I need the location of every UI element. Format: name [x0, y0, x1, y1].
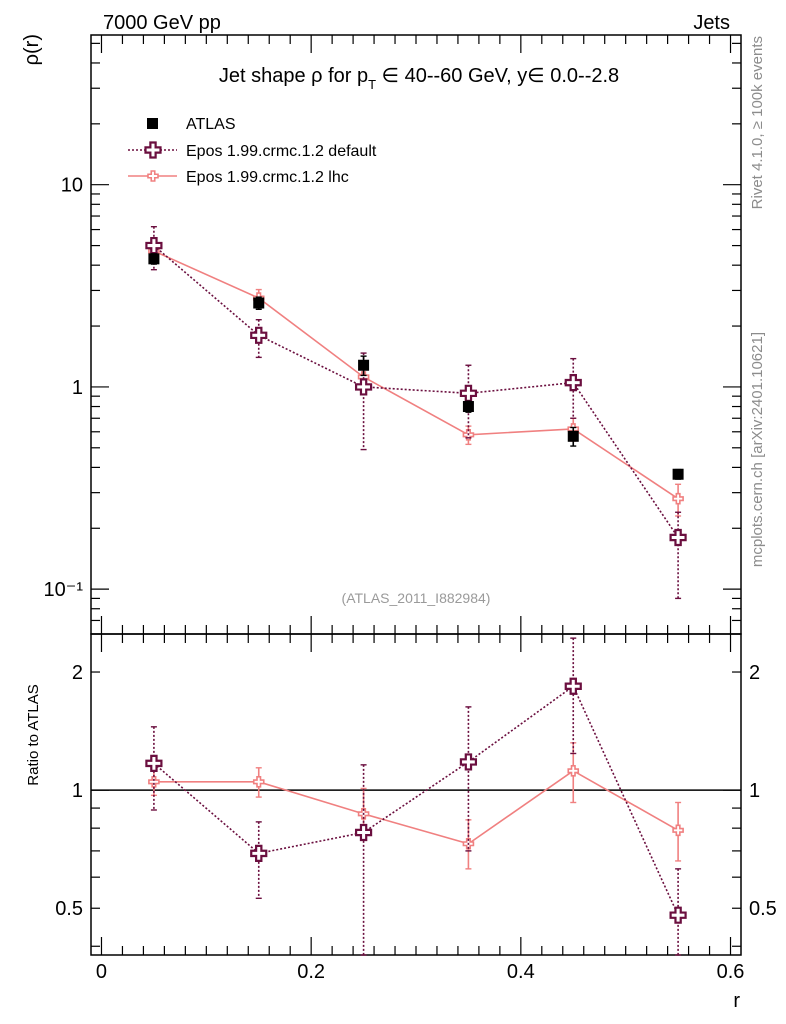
ratio-y-axis-label: Ratio to ATLAS: [25, 684, 42, 785]
main-point-atlas: [253, 297, 265, 309]
ratio-ytick-label: 2: [72, 662, 83, 684]
ratio-ytick-label-right: 0.5: [749, 898, 777, 920]
ratio-point-default: [354, 823, 373, 842]
main-point-atlas: [567, 430, 579, 442]
legend: ATLAS Epos 1.99.crmc.1.2 default Epos 1.…: [128, 116, 377, 186]
main-point-default: [354, 378, 373, 396]
ratio-point-default: [145, 754, 163, 772]
header-category-label: Jets: [693, 12, 730, 34]
main-point-atlas: [672, 468, 684, 480]
main-point-default: [145, 236, 163, 255]
main-point-default: [669, 528, 687, 547]
ratio-ytick-label: 0.5: [55, 898, 83, 920]
ratio-ytick-label-right: 2: [749, 662, 760, 684]
ratio-point-default: [564, 677, 582, 695]
mcplots-source-label: mcplots.cern.ch [arXiv:2401.10621]: [749, 332, 766, 567]
ratio-frame: [90, 633, 742, 956]
main-point-default: [250, 326, 268, 344]
main-ytick-label: 10⁻¹: [44, 579, 84, 601]
main-point-atlas: [462, 401, 474, 413]
main-line-lhc: [153, 250, 679, 500]
xtick-label: 0: [96, 961, 107, 983]
legend-marker-lhc-shape: [147, 170, 159, 182]
title-subscript: T: [368, 77, 376, 92]
main-point-default: [459, 384, 478, 402]
main-point-lhc: [672, 492, 684, 505]
ratio-point-default: [250, 844, 268, 862]
rivet-version-label: Rivet 4.1.0, ≥ 100k events: [749, 36, 766, 209]
ratio-line-lhc: [153, 769, 679, 845]
ratio-line-default: [153, 685, 679, 916]
xtick-label: 0.4: [507, 961, 535, 983]
legend-marker-default: [144, 141, 162, 159]
main-ytick-label: 1: [72, 377, 83, 399]
title-prefix: Jet shape ρ for p: [219, 65, 368, 87]
ratio-ytick-label-right: 1: [749, 780, 760, 802]
main-series-atlas: [148, 253, 684, 480]
main-point-atlas: [358, 359, 370, 371]
legend-label-lhc: Epos 1.99.crmc.1.2 lhc: [186, 169, 349, 186]
legend-marker-atlas: [147, 118, 158, 129]
ratio-point-lhc: [567, 765, 580, 777]
analysis-id-annotation: (ATLAS_2011_I882984): [342, 590, 491, 606]
main-point-default: [564, 374, 582, 392]
legend-marker-default-shape: [144, 141, 162, 159]
xtick-label: 0.2: [297, 961, 325, 983]
chart-dynamic-layer: 10 1 10⁻¹ 2 2 1 1 0.5 0.5 0 0.2 0.4 0.6: [44, 34, 777, 983]
ratio-series-default: [145, 637, 687, 956]
ratio-series-lhc: [148, 742, 684, 870]
ratio-point-default: [669, 906, 687, 924]
xtick-label: 0.6: [717, 961, 745, 983]
ratio-ytick-label: 1: [72, 780, 83, 802]
ratio-point-lhc: [672, 824, 684, 837]
chart-title: Jet shape ρ for pT ∈ 40--60 GeV, y∈ 0.0-…: [219, 65, 619, 92]
legend-label-atlas: ATLAS: [186, 116, 236, 133]
legend-marker-lhc: [147, 170, 159, 182]
header-energy-label: 7000 GeV pp: [103, 12, 221, 34]
ratio-point-default: [459, 753, 478, 771]
ratio-point-lhc: [148, 776, 160, 788]
ratio-point-lhc: [252, 776, 265, 788]
main-y-axis-label: ρ(r): [21, 34, 43, 65]
main-ytick-label: 10: [61, 175, 83, 197]
main-series-lhc: [148, 244, 684, 517]
main-point-atlas: [148, 253, 160, 265]
title-suffix: ∈ 40--60 GeV, y∈ 0.0--2.8: [376, 65, 619, 87]
main-series-default: [145, 225, 687, 600]
main-line-default: [153, 244, 679, 538]
x-axis-label: r: [733, 990, 740, 1012]
legend-label-default: Epos 1.99.crmc.1.2 default: [186, 143, 377, 160]
